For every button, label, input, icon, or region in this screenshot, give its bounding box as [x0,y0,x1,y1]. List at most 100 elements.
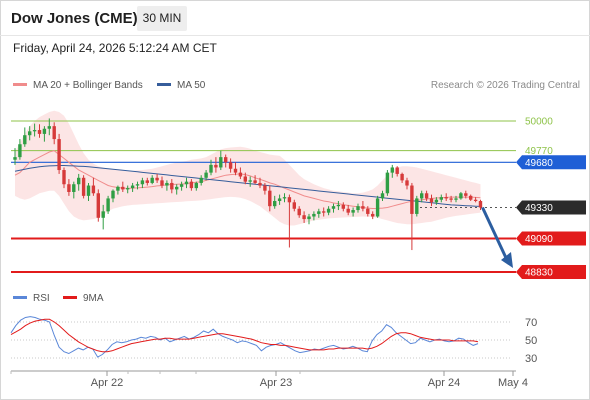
candle-body [258,182,262,186]
level-label-49090: 49090 [525,234,553,245]
rsi-tick-70: 70 [525,317,537,329]
candle-body [209,164,213,173]
candle-body [47,126,51,129]
x-tick-label: Apr 24 [428,377,460,389]
candle-body [233,168,238,173]
candle-body [371,213,375,217]
candle-body [395,167,399,174]
candle-body [160,180,164,186]
rsi-tick-30: 30 [525,353,537,365]
level-label-49770: 49770 [525,146,553,157]
candle-body [277,198,282,202]
candle-body [23,135,27,145]
candle-body [194,182,198,189]
ma20-line [14,150,481,210]
level-label-49680: 49680 [525,158,553,169]
level-box-49090 [516,231,586,246]
candle-body [361,206,365,209]
candle-body [77,177,81,185]
candle-body [91,185,96,194]
timeframe-badge[interactable]: 30 MIN [137,6,187,31]
candle-body [219,157,223,168]
header-divider [0,35,590,36]
candle-body [346,208,350,213]
candle-body [18,144,22,158]
candle-body [253,180,257,183]
candle-body [204,172,208,178]
candle-body [67,184,71,192]
ma20-swatch [13,82,27,86]
rsi-tick-50: 50 [525,335,537,347]
candle-body [140,180,145,185]
candle-body [165,182,169,186]
candle-body [420,193,424,199]
legend-ma50-label: MA 50 [177,80,206,91]
x-tick-label: Apr 22 [91,377,123,389]
candle-body [375,198,380,217]
candle-body [96,193,100,218]
candle-body [52,126,56,140]
candle-body [336,204,341,207]
candle-body [444,197,448,199]
candle-body [469,195,473,200]
candle-body [415,198,419,214]
legend-9ma-label: 9MA [83,293,104,304]
candle-body [473,199,478,202]
candle-body [150,177,154,183]
legend-ma20-label: MA 20 + Bollinger Bands [33,80,143,91]
candle-body [268,190,272,207]
candle-body [57,139,61,171]
candle-body [424,193,429,199]
candle-body [312,213,316,217]
candle-body [184,181,189,185]
candle-body [282,197,287,199]
legend-rsi-label: RSI [33,293,50,304]
candle-body [434,199,439,203]
candle-body [28,131,32,136]
candle-body [228,162,233,169]
candle-body [331,206,336,209]
x-tick-label: Apr 23 [260,377,292,389]
candle-body [454,198,458,200]
candle-body [243,176,247,182]
candle-body [326,208,331,213]
candle-body [224,157,228,163]
candle-body [121,186,125,190]
candle-body [81,177,86,196]
candle-body [351,210,355,213]
candle-body [449,198,453,200]
candle-body [111,190,115,199]
legend-ma50: MA 50 [157,80,205,91]
candle-body [199,177,203,183]
candle-body [439,197,443,200]
candle-body [106,198,110,212]
level-box-48830 [516,265,586,279]
level-box-49330 [516,200,586,215]
rsi-swatch [13,295,27,299]
candle-body [400,173,404,181]
candle-body [385,172,390,194]
candle-body [459,193,463,199]
candle-body [287,197,292,203]
rsi-line [10,316,479,358]
candle-body [273,201,277,207]
candle-body [263,185,267,191]
ma9-swatch [63,295,77,299]
candle-body [317,211,321,214]
candle-body [62,170,66,185]
candle-body [410,185,414,214]
candle-body [13,157,17,160]
candle-body [179,184,184,187]
x-tick-label: May 4 [498,377,528,389]
candle-body [429,198,434,203]
ma50-swatch [157,82,171,86]
candle-body [297,208,301,216]
candle-body [302,215,306,220]
candle-body [175,186,179,190]
candle-body [380,193,385,199]
candle-body [405,180,409,186]
candle-body [135,184,140,186]
candle-body [116,186,120,191]
candle-body [170,182,174,190]
